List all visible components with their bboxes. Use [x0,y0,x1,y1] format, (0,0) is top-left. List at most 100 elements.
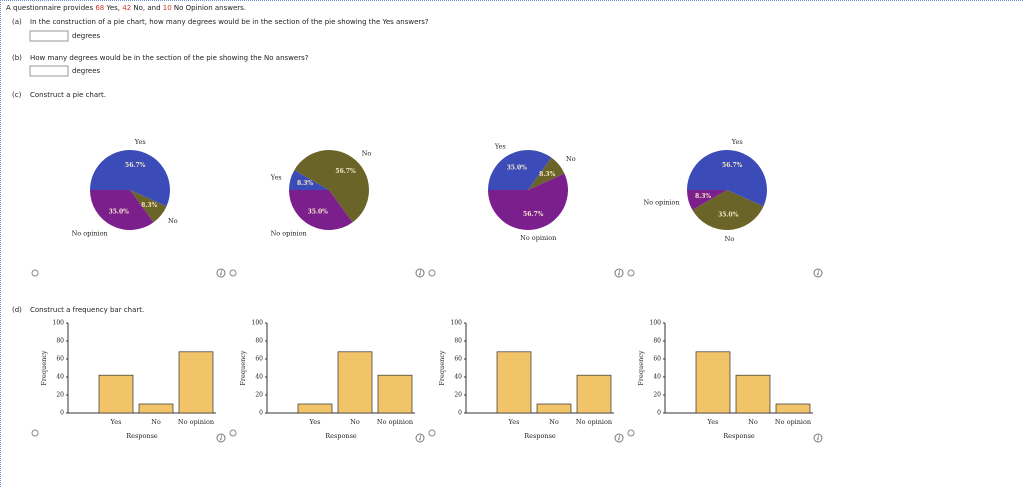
pie-slice [488,149,552,190]
slice-category-label: Yes [134,138,146,146]
radio-button[interactable] [31,429,39,437]
slice-percent-label: 56.7% [125,162,146,169]
slice-category-label: No [566,155,576,163]
pie-slice [488,173,568,230]
intro-text: A questionnaire provides 68 Yes, 42 No, … [6,4,246,12]
slice-percent-label: 8.3% [297,180,313,187]
info-icon-dot [817,435,820,437]
y-tick-label: 80 [454,338,462,345]
x-tick-label: Yes [110,418,122,426]
y-tick-label: 20 [454,392,462,399]
x-axis-label: Response [126,432,158,440]
pie-slice [687,190,727,210]
y-tick-label: 100 [53,320,65,327]
x-tick-label: No opinion [775,418,811,426]
y-tick-label: 60 [56,356,64,363]
intro-segment: A questionnaire provides [6,4,95,12]
info-icon-dot [419,435,421,437]
x-tick-label: No [549,418,559,426]
info-icon-dot [220,270,222,272]
slice-category-label: Yes [270,173,282,181]
question-text: Construct a pie chart. [30,91,106,99]
info-icon-dot [419,270,421,272]
slice-category-label: Yes [731,138,743,146]
x-tick-label: No [748,418,758,426]
bar [178,351,214,414]
slice-category-label: Yes [494,142,506,150]
radio-button[interactable] [627,429,635,437]
radio-button[interactable] [627,269,635,277]
bar [496,351,532,414]
info-icon-stem [618,437,620,441]
radio-button[interactable] [428,429,436,437]
y-tick-label: 0 [657,410,661,417]
y-tick-label: 80 [255,338,263,345]
pie-slice [687,149,768,207]
slice-percent-label: 56.7% [523,211,544,218]
bar [536,403,572,414]
bar [98,374,134,414]
radio-button[interactable] [31,269,39,277]
bar [377,374,413,414]
part-label: (d) [12,306,22,314]
answer-input[interactable] [29,65,69,77]
slice-percent-label: 35.0% [507,164,528,171]
y-tick-label: 80 [56,338,64,345]
question-text: How many degrees would be in the section… [30,54,309,62]
y-tick-label: 40 [454,374,462,381]
info-icon-stem [817,272,819,276]
bar [735,374,771,414]
intro-segment: Yes, [104,4,122,12]
slice-category-label: No opinion [271,230,307,238]
info-icon-dot [618,270,621,272]
slice-category-label: No opinion [520,234,556,242]
y-tick-label: 60 [653,356,661,363]
y-axis-label: Frequency [438,350,446,385]
y-tick-label: 100 [451,320,463,327]
pie-slice [90,150,170,207]
question-text: In the construction of a pie chart, how … [30,18,429,26]
x-tick-label: No opinion [576,418,612,426]
bar [695,351,731,414]
radio-button[interactable] [229,429,237,437]
y-tick-label: 40 [653,374,661,381]
part-label: (a) [12,18,22,26]
radio-button[interactable] [229,269,237,277]
bar [775,403,811,414]
info-icon-stem [817,437,819,441]
slice-percent-label: 35.0% [718,211,739,218]
x-tick-label: Yes [508,418,520,426]
y-tick-label: 0 [259,410,263,417]
y-tick-label: 20 [653,392,661,399]
y-tick-label: 60 [454,356,462,363]
bar [337,351,373,414]
answer-input[interactable] [29,30,69,42]
radio-button[interactable] [428,269,436,277]
intro-segment: 68 [95,4,104,12]
slice-percent-label: 8.3% [539,171,555,178]
pie-slice [289,190,353,231]
slice-category-label: No opinion [643,199,679,207]
slice-category-label: No [168,217,178,225]
info-icon-dot [220,435,222,437]
x-tick-label: No opinion [178,418,214,426]
pie-slice [528,157,565,190]
unit-label: degrees [72,67,101,75]
y-tick-label: 40 [56,374,64,381]
slice-category-label: No [362,150,372,158]
y-tick-label: 80 [653,338,661,345]
pie-slice [90,190,154,231]
info-icon-stem [220,272,222,276]
pie-slice [130,190,167,223]
pie-slice [692,190,764,230]
pie-slice [289,170,329,190]
y-axis-label: Frequency [239,350,247,385]
info-icon-stem [618,272,620,276]
y-tick-label: 0 [458,410,462,417]
slice-percent-label: 8.3% [695,193,711,200]
info-icon-stem [220,437,222,441]
x-tick-label: No [350,418,360,426]
x-axis-label: Response [325,432,357,440]
y-tick-label: 100 [252,320,264,327]
